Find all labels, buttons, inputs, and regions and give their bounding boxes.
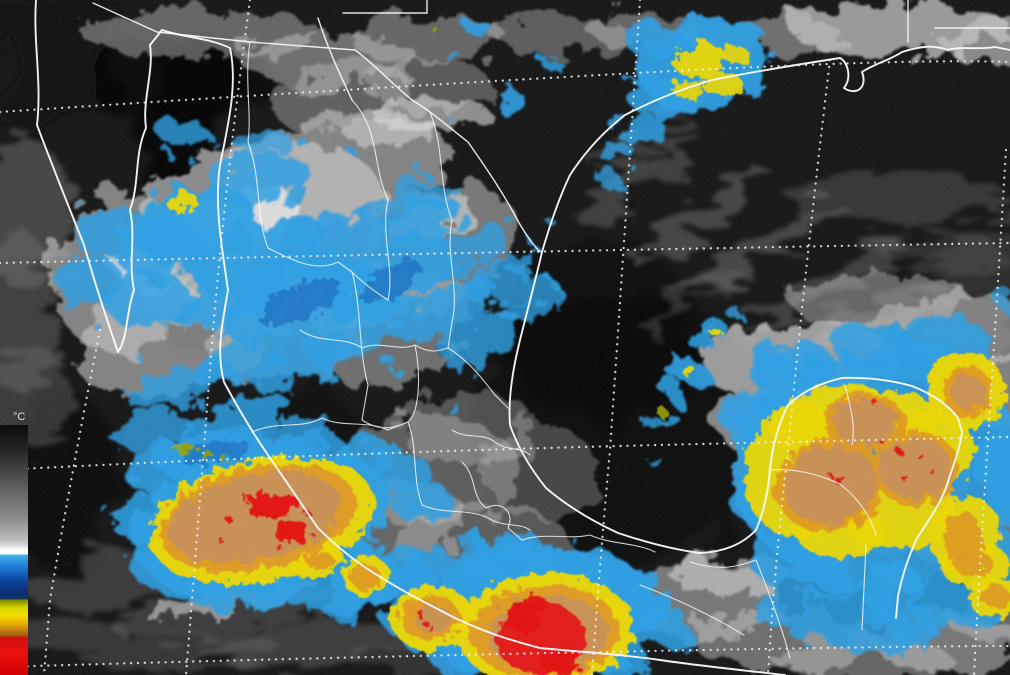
- colorbar-unit-label: °C: [13, 411, 25, 423]
- temperature-colorbar: °C: [0, 411, 28, 675]
- colorbar-gradient-scale: [0, 425, 28, 675]
